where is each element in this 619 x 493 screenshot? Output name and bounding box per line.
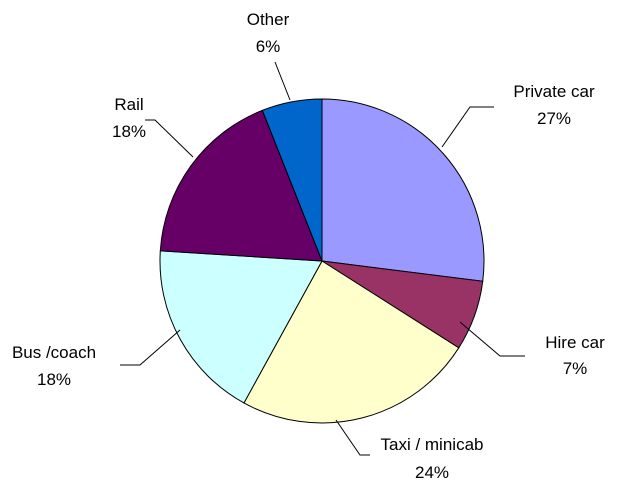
slice-label-hire-car: Hire car <box>545 333 605 352</box>
slice-label-bus-coach: Bus /coach <box>12 343 96 362</box>
pie-slice-rail <box>159 109 323 262</box>
leader-line-private-car <box>441 106 494 148</box>
leader-line-hire-car <box>459 321 525 357</box>
leader-line-bus-coach <box>120 329 181 366</box>
slice-label-taxi-minicab: Taxi / minicab <box>381 435 484 454</box>
slice-label-rail: Rail <box>114 95 143 114</box>
slices-layer <box>159 98 485 424</box>
slice-label-private-car: Private car <box>513 82 595 101</box>
slice-value-taxi-minicab: 24% <box>415 463 449 482</box>
pie-slice-other <box>261 98 323 262</box>
pie-slice-bus-coach <box>159 250 323 404</box>
slice-label-other: Other <box>247 10 290 29</box>
leader-line-rail <box>145 119 194 158</box>
slice-value-bus-coach: 18% <box>37 370 71 389</box>
pie-slice-taxi-minicab <box>243 260 460 424</box>
leader-line-other <box>274 61 291 101</box>
slice-value-rail: 18% <box>112 122 146 141</box>
slice-value-private-car: 27% <box>537 109 571 128</box>
leader-lines-layer <box>120 61 525 456</box>
slice-value-hire-car: 7% <box>563 359 588 378</box>
slice-value-other: 6% <box>256 37 281 56</box>
leader-line-taxi-minicab <box>335 419 370 456</box>
pie-slice-private-car <box>321 98 485 282</box>
data-labels-layer: Private car 27% Hire car 7% Taxi / minicab 24… <box>12 10 605 482</box>
